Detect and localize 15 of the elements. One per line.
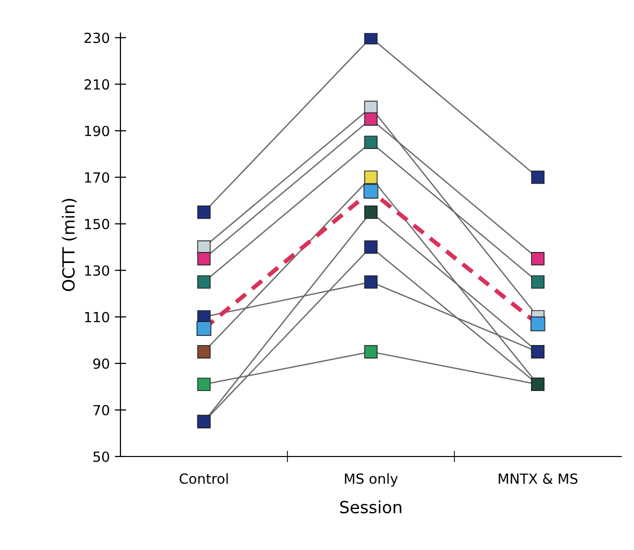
x-axis-title: Session: [340, 500, 402, 514]
y-tick-label: 90: [93, 358, 110, 369]
y-tick-label: 190: [85, 126, 110, 136]
x-tick-label: MS only: [344, 473, 398, 487]
y-tick-label: 230: [84, 32, 110, 44]
y-tick-label: 130: [85, 265, 110, 276]
y-tick-label: 170: [85, 172, 110, 183]
x-tick-label: MNTX & MS: [498, 473, 578, 484]
y-axis-title: OCTT (min): [62, 198, 77, 292]
y-tick-label: 50: [93, 451, 110, 462]
y-tick-label: 70: [94, 404, 110, 416]
y-tick-label: 210: [84, 79, 110, 90]
x-tick-label: Control: [180, 473, 228, 484]
y-tick-label: 150: [85, 218, 110, 230]
y-tick-label: 110: [85, 312, 110, 322]
